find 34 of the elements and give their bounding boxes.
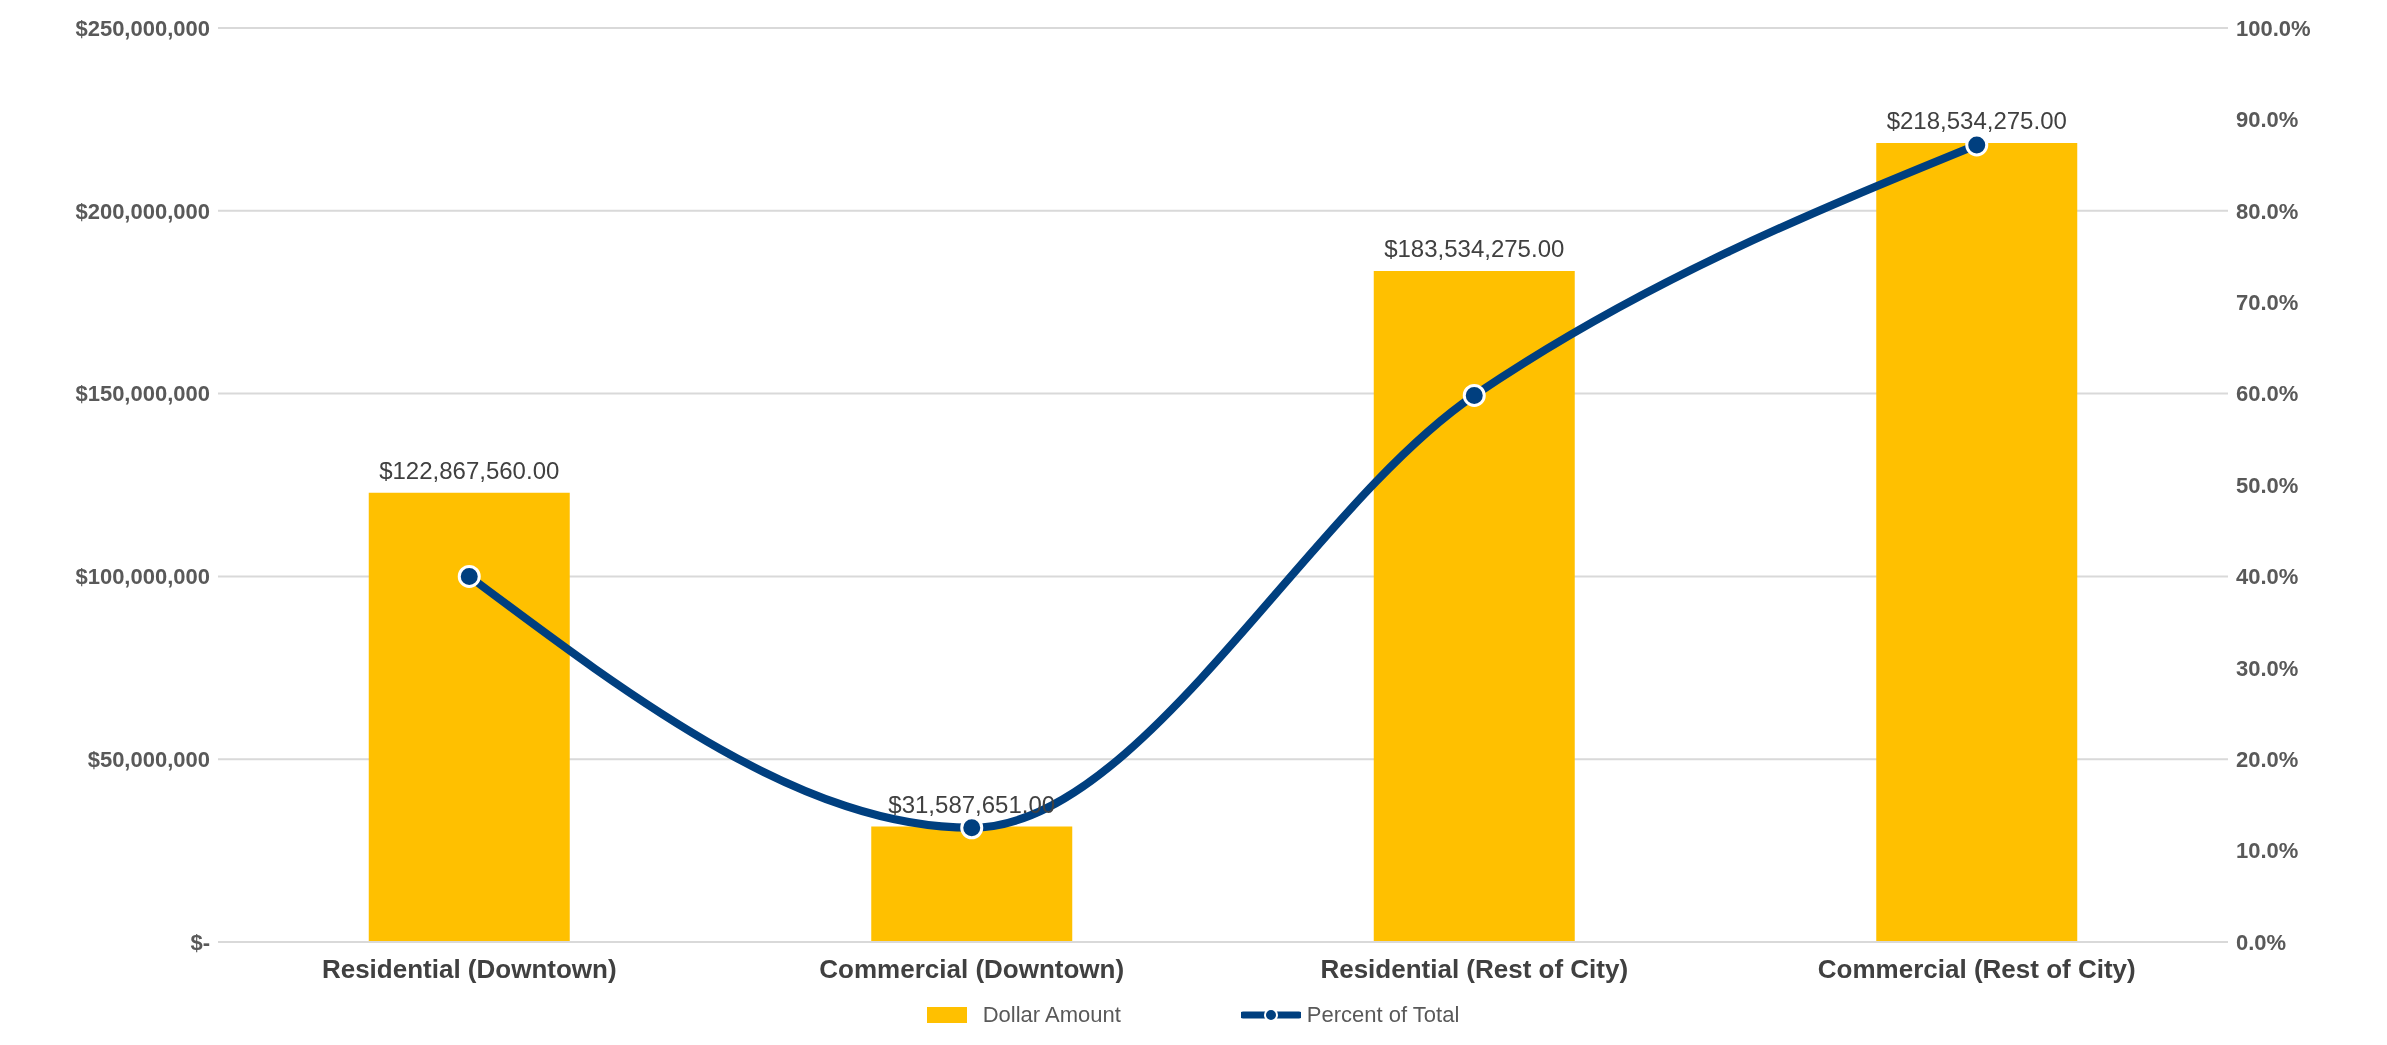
x-tick-label: Residential (Downtown)	[321, 954, 617, 985]
y2-tick-label: 0.0%	[2236, 929, 2287, 955]
y2-tick-label: 40.0%	[2236, 564, 2299, 590]
bar	[1876, 143, 2078, 942]
point	[1965, 133, 1989, 157]
y2-tick-label: 50.0%	[2236, 472, 2299, 498]
data-label: $122,867,560.00	[379, 456, 560, 484]
x-tick-label: Residential (Rest of City)	[1320, 954, 1629, 985]
x-tick-label: Commercial (Rest of City)	[1817, 954, 2136, 985]
y-tick-label: $200,000,000	[75, 198, 210, 224]
bar	[871, 826, 1073, 942]
x-tick-label: Commercial (Downtown)	[819, 954, 1125, 985]
y2-tick-label: 70.0%	[2236, 290, 2299, 316]
legend-label: Percent of Total	[1306, 1002, 1460, 1028]
point	[457, 564, 481, 588]
y2-tick-label: 10.0%	[2236, 838, 2299, 864]
legend-label: Dollar Amount	[982, 1002, 1121, 1028]
bar	[1373, 271, 1575, 942]
y-tick-label: $250,000,000	[75, 15, 210, 41]
y2-tick-label: 90.0%	[2236, 107, 2299, 133]
y2-tick-label: 100.0%	[2236, 15, 2311, 41]
y2-tick-label: 60.0%	[2236, 381, 2299, 407]
point	[1462, 383, 1486, 407]
data-label: $218,534,275.00	[1886, 107, 2067, 135]
y-tick-label: $100,000,000	[75, 564, 210, 590]
point	[960, 816, 984, 840]
y-tick-label: $150,000,000	[75, 381, 210, 407]
y-tick-label: $50,000,000	[87, 747, 210, 773]
data-label: $183,534,275.00	[1384, 235, 1565, 262]
y2-tick-label: 30.0%	[2236, 655, 2299, 681]
bar	[368, 492, 570, 942]
y-tick-label: $-	[190, 929, 210, 955]
y2-tick-label: 80.0%	[2236, 198, 2299, 224]
y2-tick-label: 20.0%	[2236, 747, 2299, 773]
